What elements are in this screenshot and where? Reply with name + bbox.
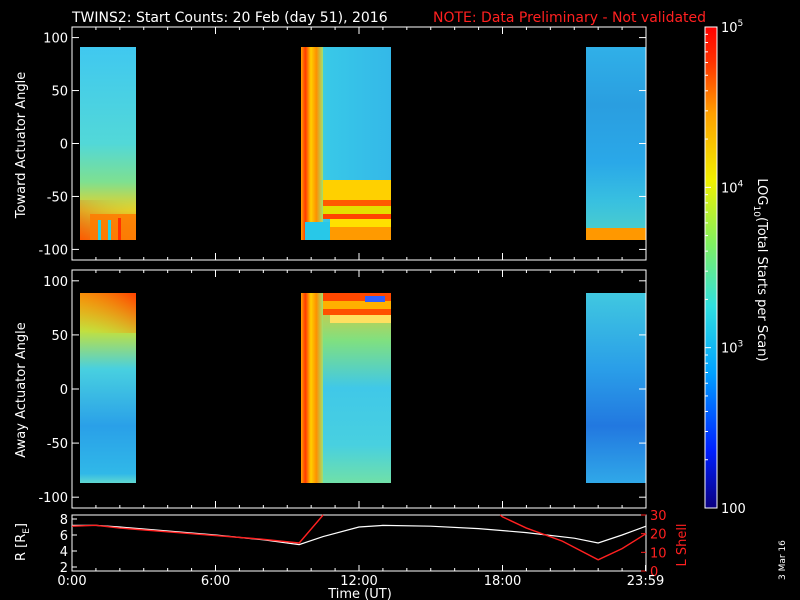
toward-ytick-label: 100 xyxy=(43,32,68,47)
toward-ylabel: Toward Actuator Angle xyxy=(14,72,29,219)
colorbar-tick-label: 105 xyxy=(721,19,743,36)
x-tick-label: 6:00 xyxy=(201,574,230,589)
lshell-ytick-label: 30 xyxy=(650,509,667,524)
toward-heatmap xyxy=(80,47,646,240)
lshell-ytick-label: 10 xyxy=(650,546,667,561)
colorbar-tick-label: 100 xyxy=(721,502,746,517)
lshell-series-line-a xyxy=(71,514,324,544)
colorbar: 100 103 104 105 LOG10(Total Starts per Scan… xyxy=(704,19,769,517)
toward-ytick-label: 50 xyxy=(51,85,68,100)
colorbar-tick-label: 103 xyxy=(721,340,743,357)
away-block-3 xyxy=(586,293,646,483)
away-panel xyxy=(71,269,647,509)
lshell-ylabel: L Shell xyxy=(675,523,690,566)
r-ytick-label: 2 xyxy=(60,561,68,576)
x-tick-label: 23:59 xyxy=(627,574,664,589)
x-tick-label: 0:00 xyxy=(57,574,86,589)
toward-ytick-label: -50 xyxy=(47,190,68,205)
lshell-ytick-label: 0 xyxy=(650,565,658,580)
x-tick-label: 18:00 xyxy=(484,574,521,589)
toward-block-3 xyxy=(586,47,646,240)
lshell-ytick-label: 20 xyxy=(650,528,667,543)
r-ytick-label: 8 xyxy=(60,513,68,528)
away-ytick-label: -100 xyxy=(38,491,68,506)
toward-ytick-label: 0 xyxy=(60,138,68,153)
x-tick-label: 12:00 xyxy=(340,574,377,589)
away-ytick-label: 50 xyxy=(51,329,68,344)
toward-ytick-label: -100 xyxy=(38,243,68,258)
figure-title: TWINS2: Start Counts: 20 Feb (day 51), 2… xyxy=(71,10,388,26)
validation-note: NOTE: Data Preliminary - Not validated xyxy=(433,10,706,26)
away-heatmap xyxy=(80,293,646,483)
away-ylabel: Away Actuator Angle xyxy=(14,322,29,457)
r-series-line xyxy=(72,524,647,546)
date-stamp: 3 Mar 16 xyxy=(778,540,788,580)
r-ylabel: R [RE] xyxy=(14,523,32,561)
colorbar-label: LOG10(Total Starts per Scan) xyxy=(751,178,769,361)
r-ytick-label: 6 xyxy=(60,529,68,544)
colorbar-tick-label: 104 xyxy=(721,179,744,196)
ephemeris-panel xyxy=(71,514,647,572)
r-ytick-label: 4 xyxy=(60,545,68,560)
away-ytick-label: 0 xyxy=(60,383,68,398)
toward-panel xyxy=(71,26,647,261)
x-axis-label: Time (UT) xyxy=(327,587,392,600)
away-ytick-label: 100 xyxy=(43,275,68,290)
away-ytick-label: -50 xyxy=(47,437,68,452)
lshell-series-line-b xyxy=(499,514,647,561)
